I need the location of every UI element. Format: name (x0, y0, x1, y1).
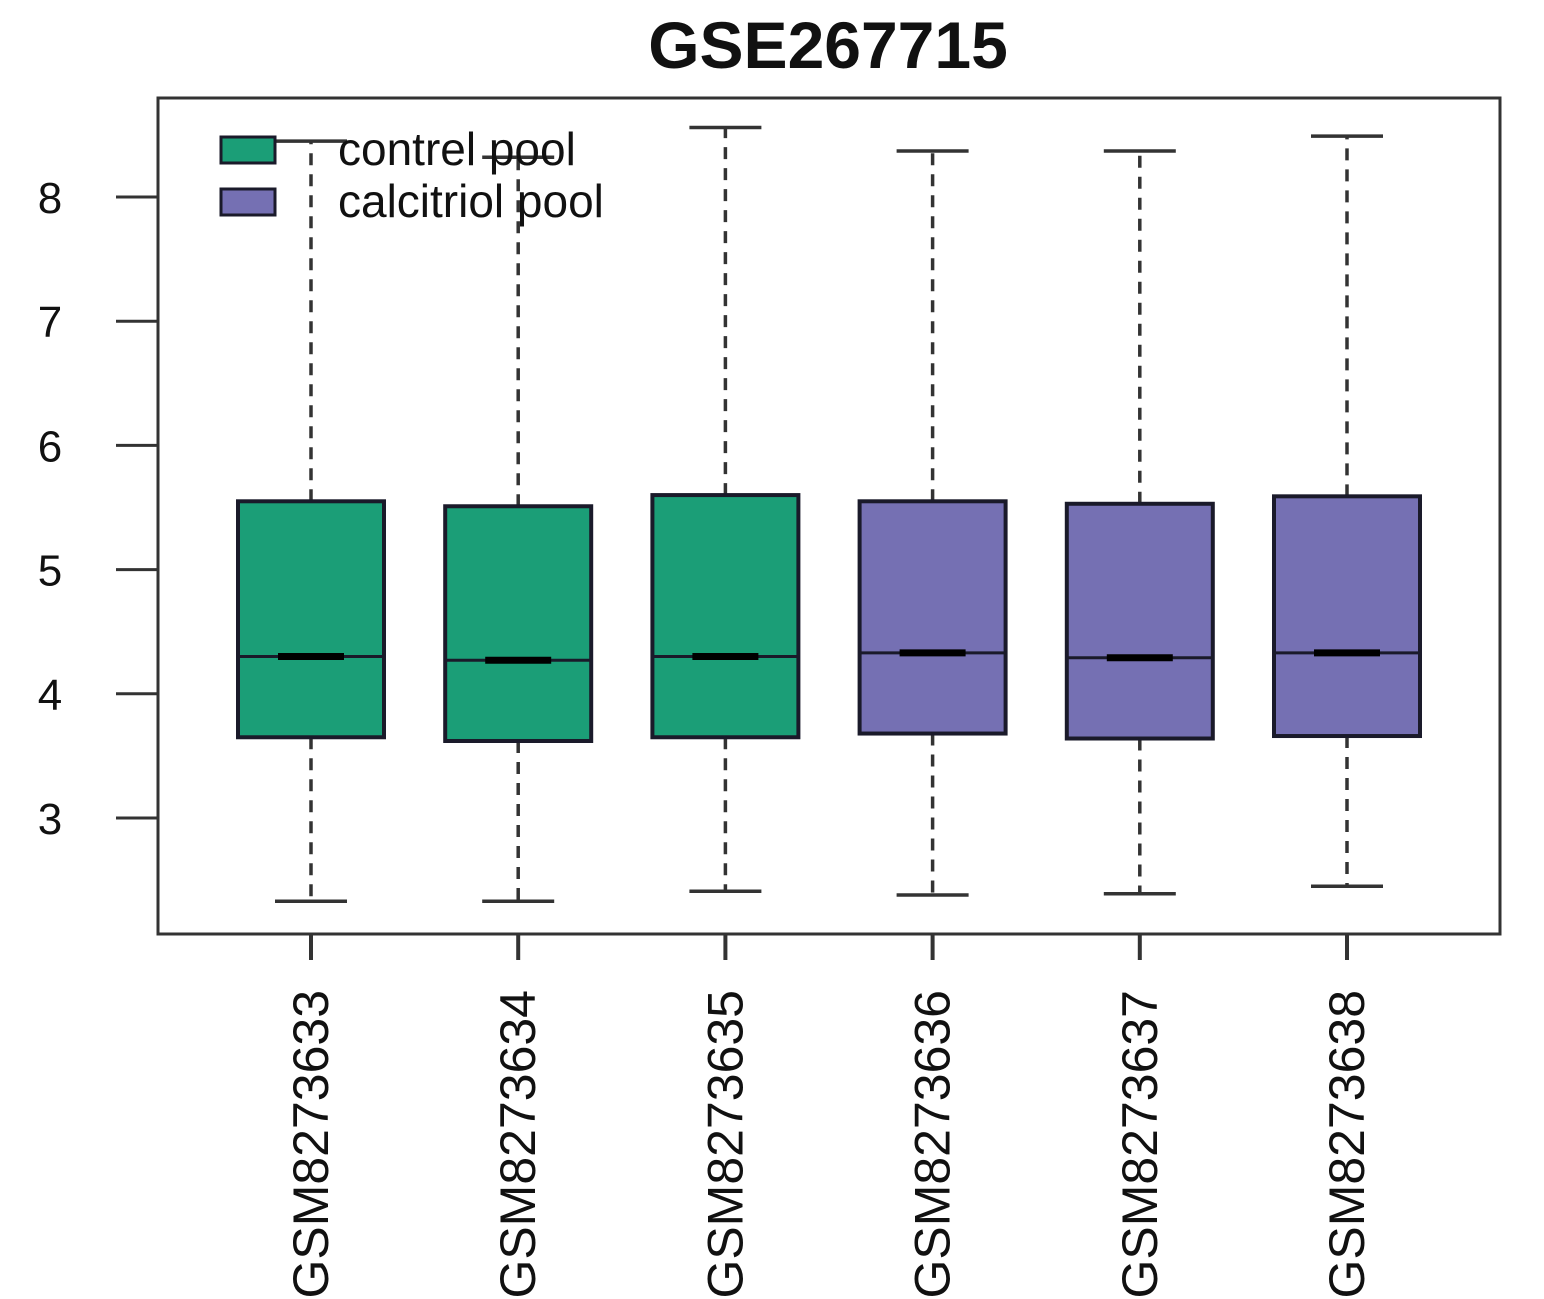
x-tick-label: GSM8273635 (697, 990, 753, 1299)
whiskers (275, 125, 1383, 903)
legend-swatch (219, 187, 277, 217)
y-tick-label: 6 (38, 422, 62, 471)
boxes (236, 493, 1422, 743)
box-GSM8273638 (1272, 494, 1422, 739)
box-GSM8273637 (1064, 501, 1215, 741)
y-tick-label: 3 (38, 795, 62, 844)
x-tick-label: GSM8273637 (1112, 990, 1168, 1299)
box-GSM8273635 (650, 493, 801, 740)
legend-swatch (219, 135, 277, 165)
box-GSM8273636 (857, 499, 1008, 736)
plot-frame (156, 96, 1502, 936)
chart-title: GSE267715 (648, 8, 1008, 82)
box-GSM8273634 (443, 504, 594, 743)
y-tick-label: 7 (38, 298, 62, 347)
box-GSM8273633 (236, 499, 386, 740)
x-axis: GSM8273633 GSM8273634 GSM8273635 GSM8273636… (283, 934, 1375, 1299)
x-tick-label: GSM8273638 (1319, 990, 1375, 1299)
legend-label: calcitriol pool (338, 175, 604, 227)
y-tick-label: 8 (38, 174, 62, 223)
y-axis: 3 4 5 6 7 8 (38, 174, 158, 844)
x-tick-label: GSM8273636 (905, 990, 961, 1299)
legend-label: contrel pool (338, 123, 576, 175)
x-tick-label: GSM8273634 (490, 990, 546, 1299)
x-tick-label: GSM8273633 (283, 990, 339, 1299)
y-tick-label: 5 (38, 547, 62, 596)
y-tick-label: 4 (38, 671, 62, 720)
